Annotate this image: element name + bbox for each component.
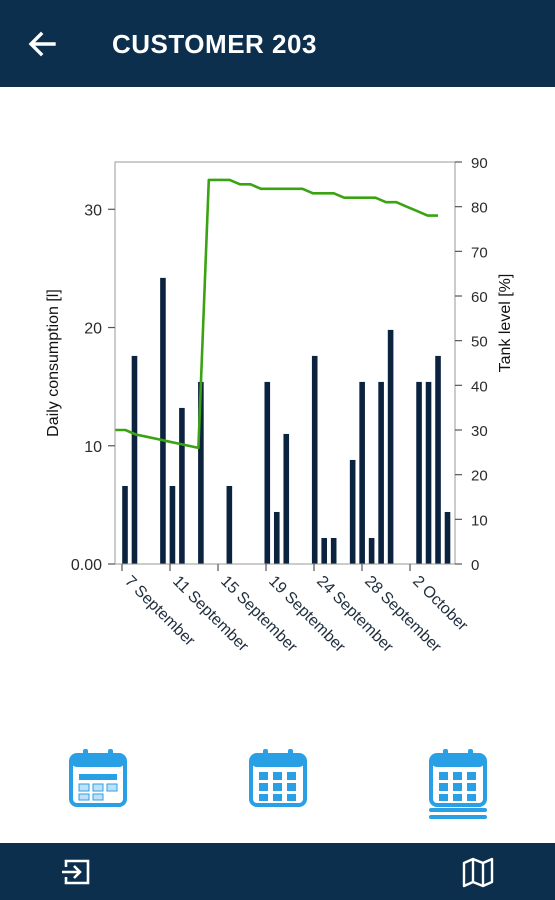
right-axis-tick-label: 70 xyxy=(471,244,488,261)
right-axis-tick-label: 10 xyxy=(471,512,488,529)
right-axis-tick-label: 80 xyxy=(471,200,488,217)
month-view-button[interactable] xyxy=(246,745,310,829)
tank-level-line xyxy=(115,178,438,450)
consumption-bar xyxy=(283,433,290,564)
right-axis-tick-label: 30 xyxy=(471,423,488,440)
consumption-bar xyxy=(444,511,451,564)
consumption-bar xyxy=(387,329,394,564)
consumption-bar xyxy=(311,355,318,564)
consumption-chart: 0.00 10 20 30 0 10 20 30 40 50 60 70 80 90 Daily consu… xyxy=(0,87,555,737)
chart-svg: 0.00 10 20 30 0 10 20 30 40 50 60 70 80 90 Daily consu… xyxy=(45,155,514,656)
right-axis-tick-label: 40 xyxy=(471,378,488,395)
left-axis-tick-label: 0.00 xyxy=(71,557,102,574)
logout-button[interactable] xyxy=(60,855,94,889)
right-axis-tick-label: 0 xyxy=(471,557,479,574)
right-axis-tick-label: 50 xyxy=(471,334,488,351)
consumption-bar xyxy=(330,537,337,564)
consumption-bar xyxy=(160,277,166,564)
right-axis-tick-label: 60 xyxy=(471,289,488,306)
consumption-bar xyxy=(435,355,441,564)
calendar-month-icon xyxy=(249,749,307,807)
calendar-week-icon xyxy=(69,749,127,807)
consumption-bar xyxy=(198,381,204,564)
consumption-bar xyxy=(359,381,365,564)
consumption-bar xyxy=(273,511,280,564)
consumption-bar xyxy=(179,407,185,564)
arrow-left-icon xyxy=(28,31,56,57)
right-axis-label: Tank level [%] xyxy=(497,274,514,373)
bottom-navigation xyxy=(0,843,555,900)
map-button[interactable] xyxy=(461,855,495,889)
multi-month-view-button[interactable] xyxy=(426,745,490,829)
consumption-bar xyxy=(378,381,384,564)
left-axis-label: Daily consumption [l] xyxy=(45,289,62,437)
page-title: CUSTOMER 203 xyxy=(112,29,317,59)
calendar-multi-month-icon xyxy=(429,749,487,819)
consumption-bar xyxy=(264,381,271,564)
left-axis-tick-label: 10 xyxy=(84,439,102,456)
consumption-bar xyxy=(169,485,176,564)
consumption-bar xyxy=(425,381,432,564)
consumption-bar xyxy=(122,485,128,564)
consumption-bar xyxy=(321,537,327,564)
back-button[interactable] xyxy=(26,28,58,60)
week-view-button[interactable] xyxy=(66,745,130,829)
app-header: CUSTOMER 203 xyxy=(0,0,555,87)
consumption-bar xyxy=(349,459,356,564)
right-axis-tick-label: 20 xyxy=(471,468,488,485)
consumption-bar xyxy=(226,485,233,564)
consumption-bar xyxy=(416,381,422,564)
consumption-bar xyxy=(131,355,138,564)
right-axis-tick-label: 90 xyxy=(471,155,488,172)
consumption-bar xyxy=(368,537,375,564)
left-axis-tick-label: 20 xyxy=(84,321,102,338)
left-axis-tick-label: 30 xyxy=(84,202,102,219)
plot-frame xyxy=(114,161,456,565)
map-icon xyxy=(462,857,494,888)
logout-icon xyxy=(62,859,90,885)
